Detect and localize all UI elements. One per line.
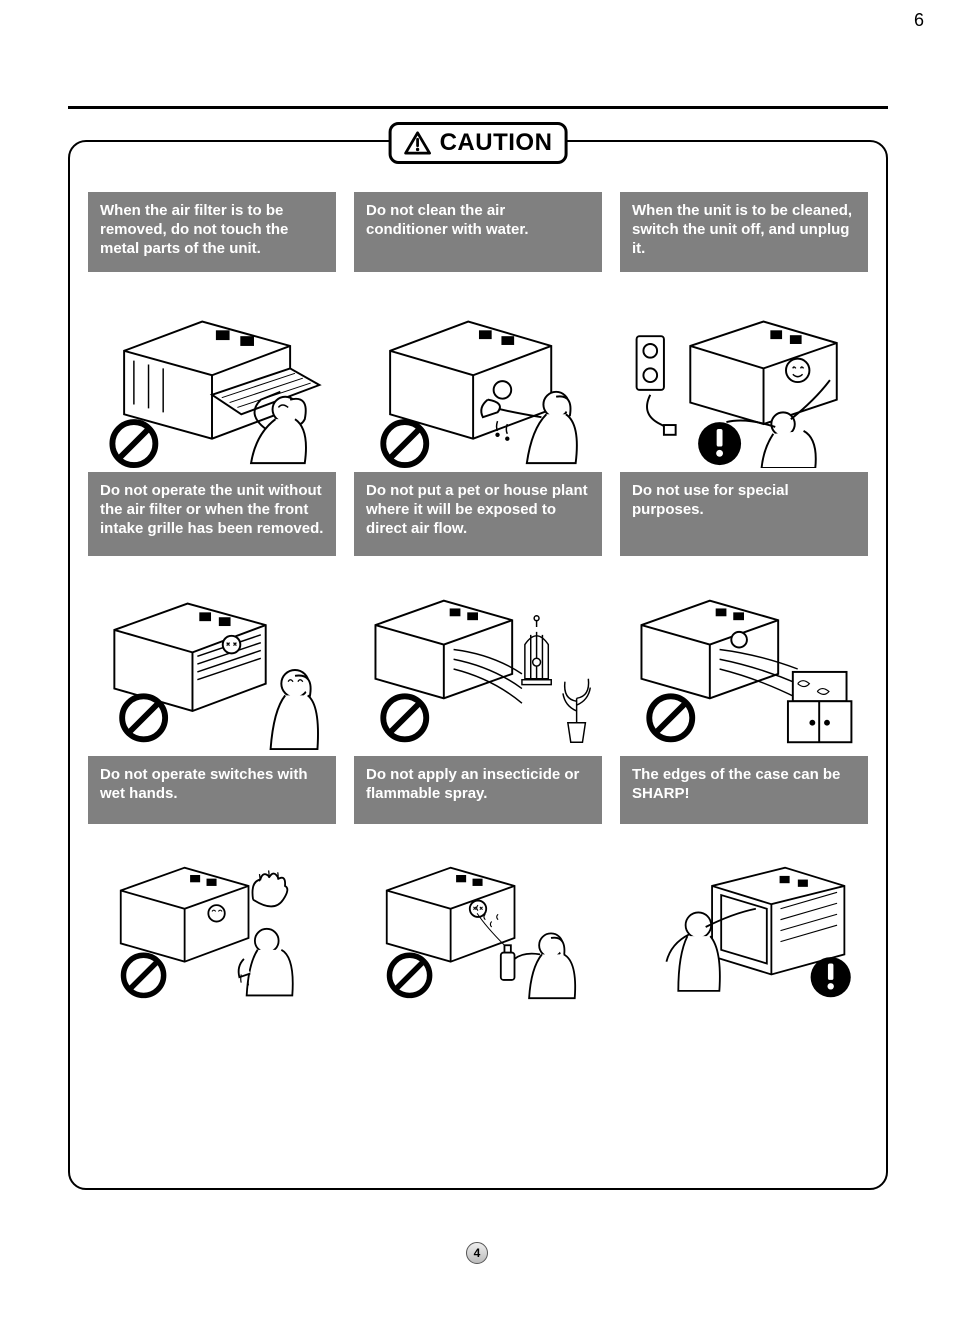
caution-illustration: [88, 556, 336, 756]
caution-grid: When the air filter is to be removed, do…: [88, 192, 868, 1004]
caution-panel: CAUTION When the air filter is to be rem…: [68, 140, 888, 1190]
caution-label: Do not clean the air conditioner with wa…: [354, 192, 602, 272]
caution-cell: The edges of the case can be SHARP!: [620, 756, 868, 1004]
caution-cell: Do not operate the unit without the air …: [88, 472, 336, 756]
caution-illustration: [88, 824, 336, 1004]
caution-label: Do not put a pet or house plant where it…: [354, 472, 602, 556]
page-number-top: 6: [914, 10, 924, 31]
warning-triangle-icon: [404, 131, 432, 155]
caution-label: The edges of the case can be SHARP!: [620, 756, 868, 824]
caution-cell: Do not put a pet or house plant where it…: [354, 472, 602, 756]
caution-illustration: [354, 556, 602, 756]
caution-label: Do not use for special purposes.: [620, 472, 868, 556]
caution-cell: Do not clean the air conditioner with wa…: [354, 192, 602, 472]
caution-title-text: CAUTION: [440, 129, 553, 157]
caution-illustration: [620, 556, 868, 756]
caution-label: Do not apply an insecticide or flammable…: [354, 756, 602, 824]
caution-cell: When the air filter is to be removed, do…: [88, 192, 336, 472]
caution-label: Do not operate the unit without the air …: [88, 472, 336, 556]
caution-cell: Do not operate switches with wet hands.: [88, 756, 336, 1004]
caution-illustration: [620, 824, 868, 1004]
caution-title-box: CAUTION: [389, 122, 568, 164]
top-rule: [68, 106, 888, 109]
caution-illustration: [88, 272, 336, 472]
caution-illustration: [354, 824, 602, 1004]
caution-illustration: [354, 272, 602, 472]
caution-cell: Do not apply an insecticide or flammable…: [354, 756, 602, 1004]
caution-cell: Do not use for special purposes.: [620, 472, 868, 756]
caution-cell: When the unit is to be cleaned, switch t…: [620, 192, 868, 472]
caution-label: Do not operate switches with wet hands.: [88, 756, 336, 824]
page-number-bottom: 4: [466, 1242, 488, 1264]
caution-label: When the air filter is to be removed, do…: [88, 192, 336, 272]
caution-label: When the unit is to be cleaned, switch t…: [620, 192, 868, 272]
caution-illustration: [620, 272, 868, 472]
